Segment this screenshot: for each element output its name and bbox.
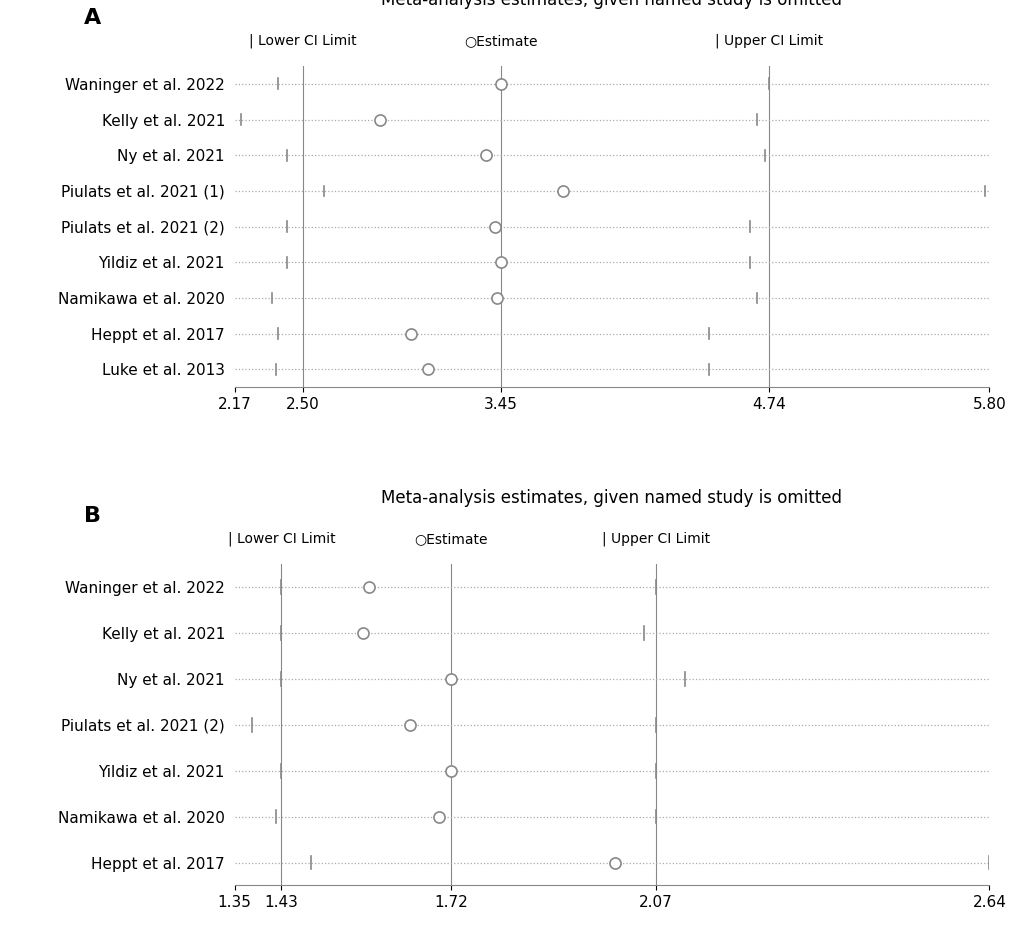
Text: | Lower CI Limit: | Lower CI Limit	[227, 532, 335, 546]
Text: | Lower CI Limit: | Lower CI Limit	[250, 34, 357, 48]
Text: B: B	[84, 506, 101, 527]
Text: A: A	[84, 8, 101, 28]
Text: ○Estimate: ○Estimate	[464, 34, 537, 48]
Text: | Upper CI Limit: | Upper CI Limit	[714, 34, 822, 48]
Title: Meta-analysis estimates, given named study is omitted: Meta-analysis estimates, given named stu…	[381, 489, 842, 507]
Text: | Upper CI Limit: | Upper CI Limit	[601, 532, 709, 546]
Title: Meta-analysis estimates, given named study is omitted: Meta-analysis estimates, given named stu…	[381, 0, 842, 8]
Text: ○Estimate: ○Estimate	[414, 532, 487, 546]
